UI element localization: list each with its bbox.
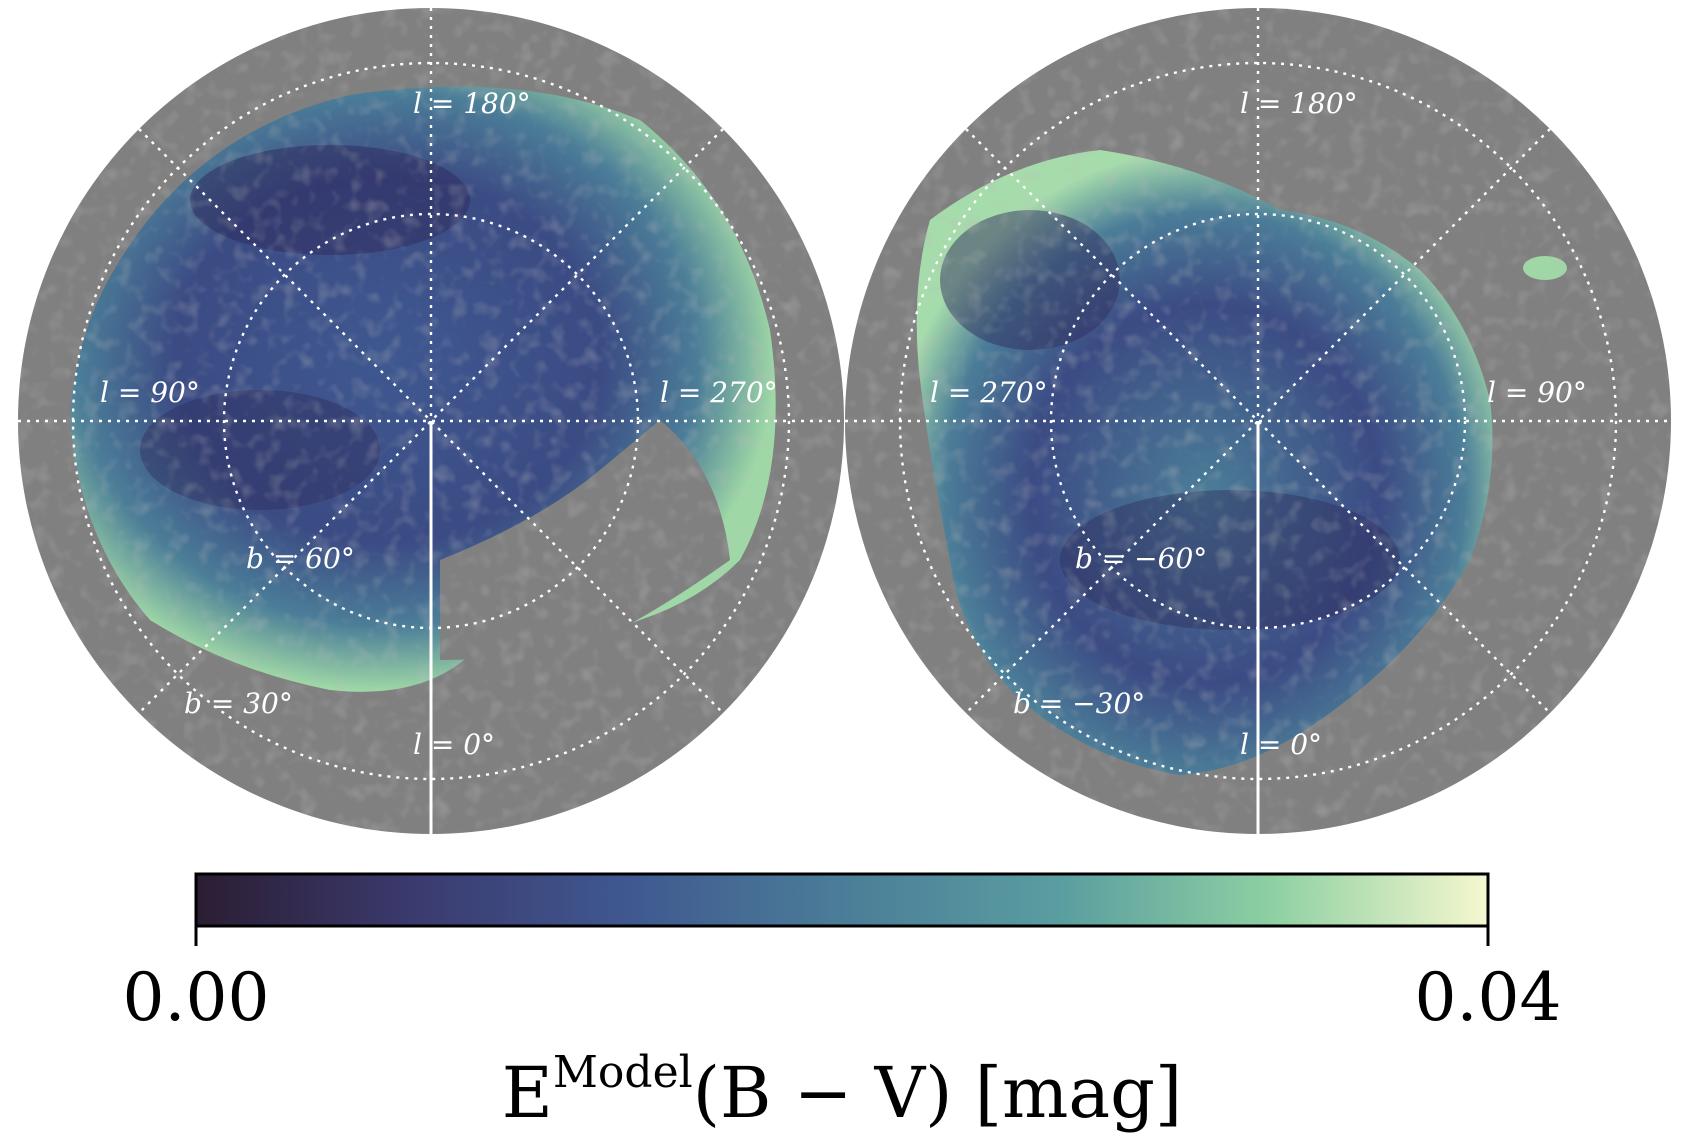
colorbar-tick-label-min: 0.00 xyxy=(123,959,270,1036)
north-label-l90: l = 90° xyxy=(100,376,200,409)
south-label-l270: l = 270° xyxy=(930,376,1048,409)
colorbar: 0.00 0.04 EModel(B − V) [mag] xyxy=(123,872,1562,1134)
south-label-b-60: b = −60° xyxy=(1075,542,1207,575)
north-label-b60: b = 60° xyxy=(246,542,355,575)
colorbar-title: EModel(B − V) [mag] xyxy=(502,1047,1183,1134)
north-label-b30: b = 30° xyxy=(184,687,293,720)
south-label-l180: l = 180° xyxy=(1240,87,1358,120)
south-label-b-30: b = −30° xyxy=(1013,687,1145,720)
south-label-l0: l = 0° xyxy=(1240,728,1322,761)
colorbar-tick-label-max: 0.04 xyxy=(1415,959,1562,1036)
south-hemisphere-map: l = 180° l = 270° l = 90° l = 0° b = −60… xyxy=(845,8,1671,834)
north-hemisphere-map: l = 180° l = 90° l = 270° l = 0° b = 60°… xyxy=(18,8,844,834)
north-label-l270: l = 270° xyxy=(660,376,778,409)
north-label-l0: l = 0° xyxy=(413,728,495,761)
colorbar-gradient-bar xyxy=(194,872,1490,928)
south-label-l90: l = 90° xyxy=(1487,376,1587,409)
north-label-l180: l = 180° xyxy=(413,87,531,120)
